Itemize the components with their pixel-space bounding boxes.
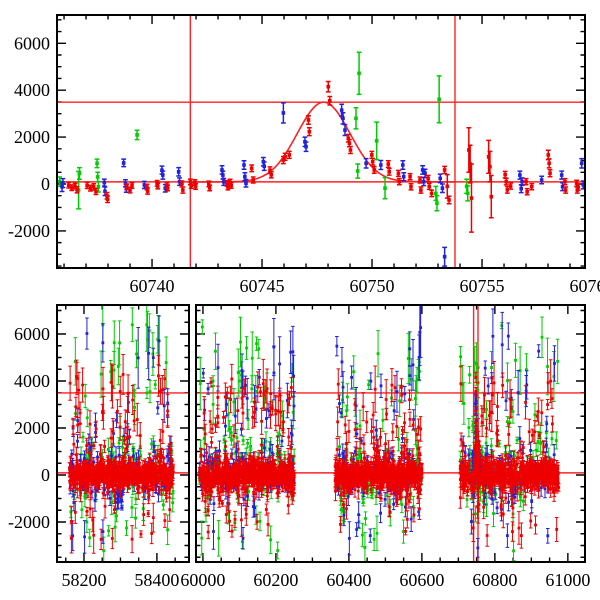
x-tick-label: 60740 <box>130 276 175 296</box>
x-tick-label: 60600 <box>399 570 444 590</box>
axis-ticks <box>196 305 585 562</box>
bottom-season-red <box>197 358 296 540</box>
error-bars <box>66 80 581 233</box>
x-tick-label: 60000 <box>180 570 225 590</box>
error-bars <box>58 51 471 212</box>
data-points <box>198 377 296 534</box>
data-points <box>58 71 470 206</box>
panel-border <box>56 14 586 269</box>
y-tick-label: 0 <box>41 174 50 194</box>
axis-ticks <box>57 15 585 268</box>
reference-lines <box>58 16 584 267</box>
y-tick-label: 6000 <box>14 33 50 53</box>
x-tick-label: 60200 <box>253 570 298 590</box>
top-series-red <box>66 80 581 233</box>
y-tick-label: 2000 <box>14 127 50 147</box>
x-tick-label: 58400 <box>134 570 179 590</box>
top-panel: 60740 60745 60750 60755 60760 -2000 0 2000 4000 6… <box>8 14 600 296</box>
data-points <box>68 373 175 541</box>
x-tick-label: 60760 <box>570 276 600 296</box>
y-tick-label: -2000 <box>8 221 50 241</box>
x-tick-label: 60745 <box>240 276 285 296</box>
axis-ticks <box>57 305 189 562</box>
data-points <box>66 84 580 202</box>
x-tick-label: 61000 <box>545 570 590 590</box>
bottom-season-red <box>67 353 176 554</box>
x-tick-label: 60800 <box>472 570 517 590</box>
y-tick-label: 2000 <box>14 418 50 438</box>
panel-border <box>56 304 190 563</box>
y-tick-label: 6000 <box>14 324 50 344</box>
bottom-event-red <box>469 371 482 524</box>
bottom-panel-left: 58200 58400 -2000 0 2000 4000 6000 <box>8 304 190 590</box>
panel-border <box>195 304 586 563</box>
x-tick-label: 58200 <box>61 570 106 590</box>
top-series-green <box>58 51 471 212</box>
data-points <box>470 376 482 493</box>
bottom-season-red <box>333 365 424 536</box>
data-points <box>333 382 424 533</box>
bottom-panel-right: 60000 60200 60400 60600 60800 61000 <box>180 304 590 590</box>
y-tick-label: 4000 <box>14 80 50 100</box>
x-tick-label: 60755 <box>460 276 505 296</box>
y-tick-label: 0 <box>41 465 50 485</box>
model-light-curve <box>190 101 455 183</box>
x-tick-label: 60400 <box>326 570 371 590</box>
y-tick-label: -2000 <box>8 512 50 532</box>
x-tick-label: 60750 <box>350 276 395 296</box>
y-tick-label: 4000 <box>14 371 50 391</box>
